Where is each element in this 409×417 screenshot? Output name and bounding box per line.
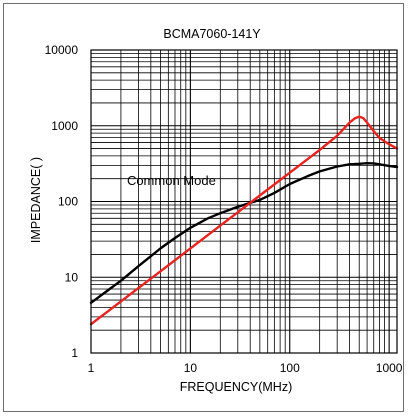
y-axis-label: IMPEDANCE( ) [29, 157, 43, 243]
series-line-2 [89, 115, 399, 326]
y-tick-label: 100 [58, 195, 78, 209]
y-tick-label: 1 [71, 346, 78, 360]
y-tick-label: 10 [65, 270, 79, 284]
chart-title: BCMA7060-141Y [163, 27, 261, 41]
x-tick-label: 100 [280, 361, 300, 375]
y-tick-label: 1000 [51, 119, 78, 133]
series-layer [89, 115, 399, 326]
tick-labels: 1 10 100 1000 1 10 100 1000 10000 [45, 43, 403, 375]
annotations: Common Mode [127, 173, 216, 188]
x-tick-label: 10 [184, 361, 198, 375]
grid [91, 50, 397, 353]
x-tick-label: 1 [88, 361, 95, 375]
chart-frame [3, 3, 404, 412]
y-tick-label: 10000 [45, 43, 79, 57]
x-axis-label: FREQUENCY(MHz) [180, 380, 293, 394]
common-mode-annotation: Common Mode [127, 173, 216, 188]
plot-area-border [90, 49, 398, 354]
x-tick-label: 1000 [376, 361, 403, 375]
series-line-1 [89, 161, 399, 304]
